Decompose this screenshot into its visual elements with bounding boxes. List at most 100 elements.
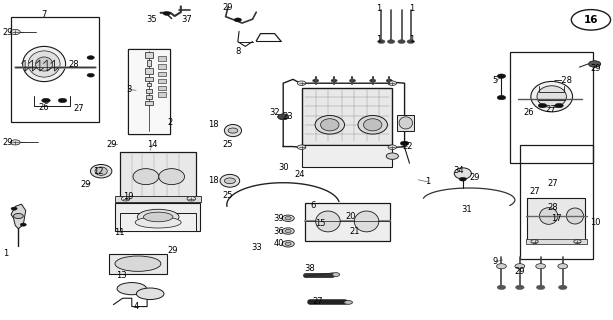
Text: 3: 3 [126, 85, 131, 94]
Circle shape [87, 73, 94, 77]
Text: 5: 5 [493, 76, 498, 85]
Polygon shape [11, 204, 26, 229]
Text: 37: 37 [181, 15, 192, 24]
Text: 14: 14 [147, 140, 158, 149]
Circle shape [58, 98, 67, 103]
Bar [145, 52, 153, 58]
Text: 10: 10 [590, 218, 601, 227]
Bar [109, 254, 167, 274]
Text: 11: 11 [114, 228, 125, 237]
Circle shape [497, 285, 506, 290]
Text: 19: 19 [123, 192, 134, 201]
Ellipse shape [315, 116, 345, 134]
Text: 29: 29 [2, 28, 13, 36]
Circle shape [87, 56, 94, 60]
Ellipse shape [321, 119, 339, 131]
Bar [510, 52, 593, 163]
Text: 29: 29 [167, 246, 178, 255]
Bar [527, 198, 585, 241]
Ellipse shape [28, 51, 60, 77]
Text: 1: 1 [376, 4, 381, 13]
Circle shape [400, 141, 409, 146]
Text: 12: 12 [93, 167, 104, 176]
Circle shape [331, 79, 337, 82]
Ellipse shape [344, 300, 352, 304]
Circle shape [282, 228, 294, 234]
Circle shape [398, 40, 405, 44]
Bar [120, 152, 196, 199]
Text: 36: 36 [273, 227, 284, 236]
Text: 25: 25 [223, 191, 234, 200]
Circle shape [386, 153, 398, 159]
Text: 27: 27 [545, 105, 556, 114]
Text: 13: 13 [116, 271, 127, 280]
Text: 29: 29 [2, 138, 13, 147]
Ellipse shape [135, 217, 181, 228]
Text: 40: 40 [273, 239, 284, 248]
Bar [302, 145, 392, 167]
Ellipse shape [220, 174, 240, 187]
Bar [158, 79, 166, 83]
Circle shape [121, 196, 130, 201]
Circle shape [555, 103, 563, 108]
Ellipse shape [531, 82, 573, 112]
Circle shape [285, 229, 291, 233]
Circle shape [459, 177, 466, 181]
Text: 29: 29 [470, 173, 481, 182]
Text: 27: 27 [312, 297, 323, 306]
Circle shape [187, 196, 196, 201]
Ellipse shape [36, 57, 53, 71]
Circle shape [536, 264, 546, 269]
Bar [115, 203, 200, 231]
Circle shape [407, 40, 414, 44]
Circle shape [536, 285, 545, 290]
Text: 1: 1 [425, 177, 430, 186]
Text: 32: 32 [269, 108, 280, 117]
Text: 23: 23 [283, 112, 294, 121]
Text: 24: 24 [294, 170, 305, 179]
Circle shape [282, 241, 294, 247]
Circle shape [10, 140, 20, 145]
Text: 29: 29 [106, 140, 117, 148]
Text: 15: 15 [314, 219, 326, 228]
Bar [128, 49, 170, 134]
Circle shape [370, 79, 376, 82]
Bar [147, 83, 151, 86]
Circle shape [234, 18, 242, 22]
Bar [305, 203, 390, 241]
Ellipse shape [539, 208, 558, 224]
Circle shape [313, 79, 319, 82]
Circle shape [515, 264, 525, 269]
Text: 29: 29 [80, 180, 91, 188]
Ellipse shape [137, 209, 179, 225]
Circle shape [10, 29, 20, 35]
Text: 9: 9 [493, 257, 498, 266]
Ellipse shape [364, 119, 382, 131]
Ellipse shape [117, 283, 147, 295]
Text: 26: 26 [523, 108, 534, 117]
Text: 20: 20 [345, 212, 356, 221]
Bar [147, 60, 151, 66]
Bar [146, 95, 152, 99]
Ellipse shape [354, 211, 379, 232]
Ellipse shape [115, 256, 161, 271]
Circle shape [224, 178, 235, 184]
Circle shape [516, 285, 524, 290]
Text: 6: 6 [310, 201, 315, 210]
Text: 28: 28 [547, 203, 558, 212]
Ellipse shape [143, 212, 173, 222]
Text: 18: 18 [208, 120, 219, 129]
Text: 1: 1 [409, 4, 414, 13]
Bar [146, 89, 152, 93]
Bar [520, 145, 593, 259]
Circle shape [387, 40, 395, 44]
Ellipse shape [399, 117, 413, 129]
Ellipse shape [358, 116, 387, 134]
Ellipse shape [133, 169, 159, 185]
Circle shape [386, 153, 398, 159]
Text: 4: 4 [134, 302, 139, 311]
Text: 30: 30 [278, 163, 289, 172]
Circle shape [571, 10, 611, 30]
Circle shape [297, 145, 306, 149]
Ellipse shape [136, 288, 164, 300]
